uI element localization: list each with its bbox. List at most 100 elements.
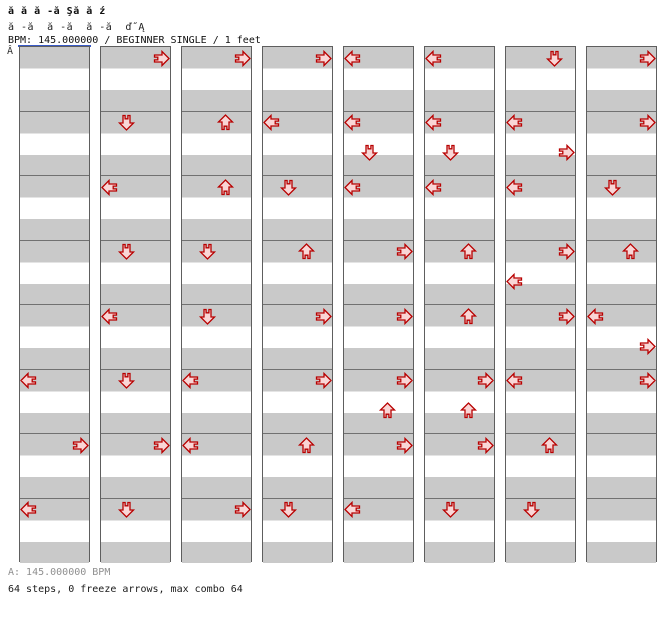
measure-cell [20,47,89,112]
note-arrow-right [557,143,576,162]
note-arrow-down [441,500,460,519]
note-arrow-right [557,307,576,326]
note-arrow-right [638,337,657,356]
chart-column-5 [343,46,414,563]
song-title-line1: ă ă ă -ă Şă ă ź [8,6,106,17]
note-arrow-right [152,436,171,455]
note-arrow-left [100,178,119,197]
note-arrow-right [233,500,252,519]
note-arrow-right [557,242,576,261]
note-arrow-down [279,178,298,197]
note-arrow-up [459,242,478,261]
note-arrow-left [505,178,524,197]
measure-cell [101,110,170,176]
chart-column-6 [424,46,495,563]
note-arrow-left [262,113,281,132]
note-arrow-down [441,143,460,162]
note-arrow-right [395,242,414,261]
measure-cell [182,239,251,305]
note-arrow-left [100,307,119,326]
measure-cell [263,433,332,499]
note-arrow-down [603,178,622,197]
chart-column-4 [262,46,333,563]
note-arrow-down [117,371,136,390]
measure-cell [20,304,89,370]
measure-cell [263,175,332,241]
measure-cell [506,497,575,563]
measure-cell [182,110,251,176]
note-arrow-up [216,113,235,132]
measure-cell [20,175,89,241]
note-arrow-right [476,371,495,390]
note-arrow-down [117,242,136,261]
note-arrow-down [360,143,379,162]
note-arrow-left [19,371,38,390]
measure-cell [587,239,656,305]
measure-cell [425,304,494,370]
note-arrow-right [638,49,657,68]
note-arrow-right [395,371,414,390]
note-arrow-left [181,436,200,455]
measure-cell [263,497,332,563]
note-arrow-left [505,113,524,132]
note-arrow-up [621,242,640,261]
note-arrow-left [181,371,200,390]
note-arrow-up [297,242,316,261]
note-arrow-right [395,307,414,326]
note-arrow-up [459,307,478,326]
measure-cell [101,239,170,305]
note-arrow-down [545,49,564,68]
footer-stats-line: 64 steps, 0 freeze arrows, max combo 64 [8,584,243,595]
note-arrow-left [424,178,443,197]
measure-cell [425,368,494,434]
note-arrow-down [198,242,217,261]
note-arrow-up [540,436,559,455]
chart-column-8 [586,46,657,563]
note-arrow-left [343,500,362,519]
note-arrow-down [198,307,217,326]
song-title-line2: ă -ă ă -ă ă -ă ď˝Ą [8,22,145,33]
note-arrow-right [638,113,657,132]
note-arrow-down [117,500,136,519]
measure-cell [101,497,170,563]
measure-cell [182,175,251,241]
chart-column-1 [19,46,90,563]
bpm-difficulty-info: BPM: 145.000000 / BEGINNER SINGLE / 1 fe… [8,35,261,46]
note-arrow-left [586,307,605,326]
note-arrow-left [343,113,362,132]
measure-cell [344,110,413,176]
measure-cell [425,497,494,563]
measure-cell [101,368,170,434]
note-arrow-right [152,49,171,68]
measure-cell [506,47,575,112]
note-arrow-up [297,436,316,455]
note-arrow-right [395,436,414,455]
footer-bpm-line: A: 145.000000 BPM [8,567,111,578]
note-arrow-left [343,178,362,197]
chart-column-7 [505,46,576,563]
note-arrow-right [233,49,252,68]
note-arrow-right [71,436,90,455]
note-arrow-right [314,49,333,68]
note-arrow-up [459,401,478,420]
bpm-marker-label: Â [7,46,14,57]
note-arrow-left [505,272,524,291]
chart-column-3 [181,46,252,563]
measure-cell [263,239,332,305]
note-arrow-right [476,436,495,455]
note-arrow-down [117,113,136,132]
measure-cell [425,239,494,305]
measure-cell [587,497,656,563]
note-arrow-right [638,371,657,390]
measure-cell [425,110,494,176]
measure-cell [20,239,89,305]
note-arrow-right [314,371,333,390]
measure-cell [506,433,575,499]
note-arrow-left [424,113,443,132]
note-arrow-down [279,500,298,519]
note-arrow-up [216,178,235,197]
note-arrow-left [19,500,38,519]
note-arrow-left [343,49,362,68]
measure-cell [20,110,89,176]
